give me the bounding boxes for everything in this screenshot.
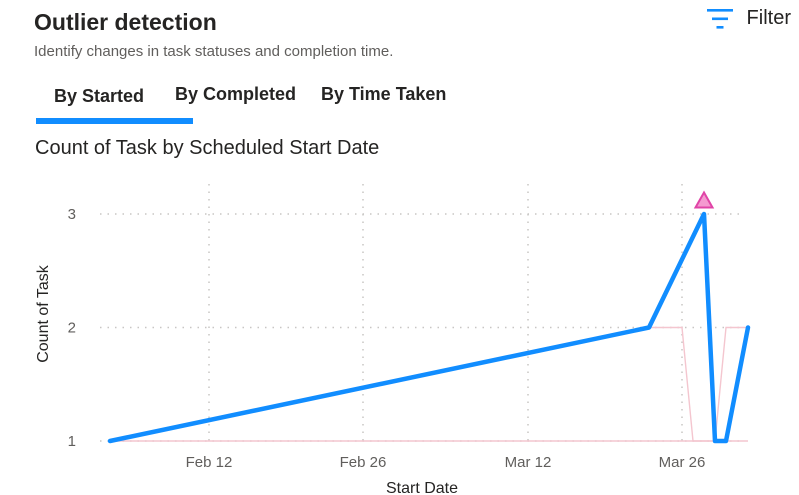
y-axis-ticks: 1 2 3	[68, 206, 76, 450]
tab-by-completed[interactable]: By Completed	[175, 84, 297, 104]
expected-range-upper	[109, 326, 748, 442]
page-title: Outlier detection	[34, 9, 217, 35]
y-tick-label: 2	[68, 320, 76, 337]
tab-by-time-taken[interactable]: By Time Taken	[321, 84, 447, 104]
x-axis-ticks: Feb 12 Feb 26 Mar 12 Mar 26	[186, 454, 706, 471]
outlier-markers	[693, 190, 715, 209]
outlier-marker	[693, 190, 715, 209]
tab-by-started[interactable]: By Started	[54, 86, 145, 106]
series-lines	[107, 211, 751, 444]
x-tick-label: Feb 12	[186, 454, 233, 471]
y-tick-label: 1	[68, 433, 76, 450]
gridlines	[100, 184, 745, 442]
x-tick-label: Feb 26	[340, 454, 387, 471]
line-chart: 123 Feb 12 Feb 26 Mar 12 Mar 26 Start Date …	[35, 184, 751, 495]
filter-label: Filter	[746, 7, 791, 29]
series-line	[107, 211, 751, 444]
active-tab-indicator	[36, 118, 193, 124]
chart-title: Count of Task by Scheduled Start Date	[35, 137, 380, 159]
page-subtitle: Identify changes in task statuses and co…	[34, 43, 394, 60]
x-tick-label: Mar 26	[659, 454, 706, 471]
expected-range-band	[109, 326, 748, 442]
filter-button[interactable]: Filter	[706, 7, 791, 30]
y-tick-label: 3	[68, 206, 76, 223]
y-axis-title: Count of Task	[35, 264, 52, 363]
filter-icon	[706, 8, 733, 29]
x-tick-label: Mar 12	[505, 454, 552, 471]
x-axis-title: Start Date	[386, 480, 458, 495]
